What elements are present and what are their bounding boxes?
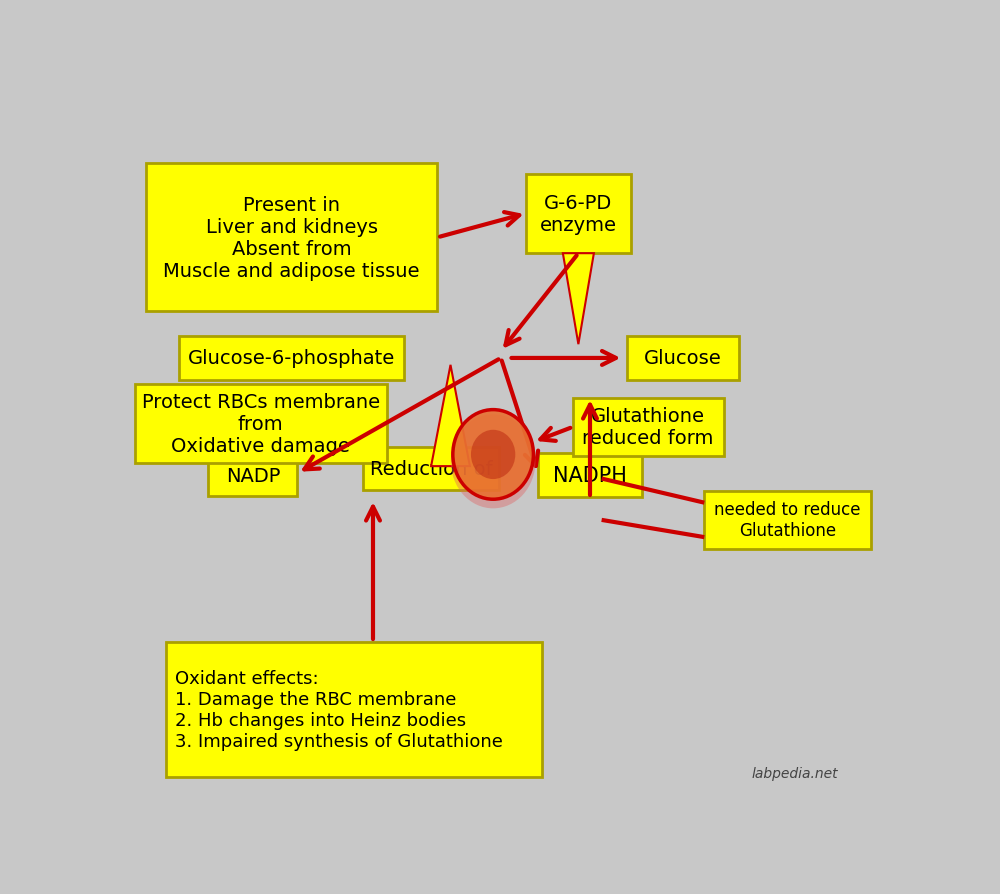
FancyBboxPatch shape (627, 336, 739, 381)
Text: Present in
Liver and kidneys
Absent from
Muscle and adipose tissue: Present in Liver and kidneys Absent from… (163, 196, 420, 281)
FancyBboxPatch shape (166, 643, 542, 777)
Ellipse shape (471, 430, 515, 479)
Text: Glucose: Glucose (644, 349, 722, 368)
FancyBboxPatch shape (179, 336, 404, 381)
Text: NADPH: NADPH (553, 466, 627, 485)
Text: Reduction of: Reduction of (370, 460, 492, 478)
Text: needed to reduce
Glutathione: needed to reduce Glutathione (714, 501, 861, 540)
FancyBboxPatch shape (538, 453, 642, 498)
Polygon shape (563, 254, 594, 345)
FancyBboxPatch shape (573, 398, 724, 457)
FancyBboxPatch shape (135, 384, 387, 463)
Text: labpedia.net: labpedia.net (751, 766, 838, 780)
Text: Oxidant effects:
1. Damage the RBC membrane
2. Hb changes into Heinz bodies
3. I: Oxidant effects: 1. Damage the RBC membr… (175, 670, 503, 750)
Ellipse shape (453, 410, 533, 500)
Ellipse shape (451, 415, 535, 509)
Text: Glutathione
reduced form: Glutathione reduced form (582, 407, 714, 448)
FancyBboxPatch shape (146, 164, 437, 312)
Text: NADP: NADP (226, 466, 280, 485)
FancyBboxPatch shape (526, 174, 631, 254)
FancyBboxPatch shape (208, 454, 297, 497)
FancyBboxPatch shape (363, 447, 499, 490)
Text: Glucose-6-phosphate: Glucose-6-phosphate (188, 349, 395, 368)
Polygon shape (431, 366, 470, 467)
Text: Protect RBCs membrane
from
Oxidative damage: Protect RBCs membrane from Oxidative dam… (142, 392, 380, 455)
FancyBboxPatch shape (704, 491, 871, 550)
Text: G-6-PD
enzyme: G-6-PD enzyme (540, 193, 617, 234)
